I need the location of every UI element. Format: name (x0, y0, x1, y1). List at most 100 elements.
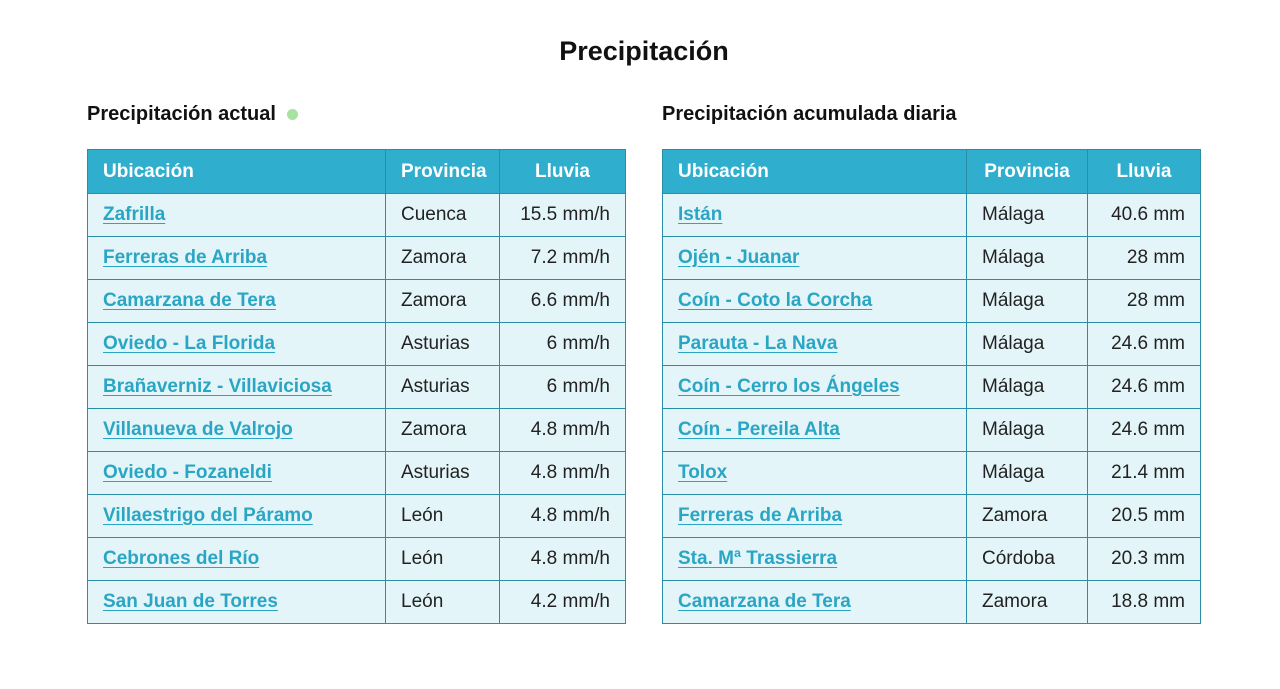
table-row: Oviedo - La Florida Asturias 6 mm/h (87, 322, 626, 366)
daily-precipitation-heading: Precipitación acumulada diaria (662, 100, 1200, 128)
location-link[interactable]: Zafrilla (103, 204, 166, 225)
table-row: Camarzana de Tera Zamora 18.8 mm (662, 580, 1201, 624)
rain-cell: 24.6 mm (1087, 408, 1201, 452)
rain-cell: 24.6 mm (1087, 365, 1201, 409)
table-row: Camarzana de Tera Zamora 6.6 mm/h (87, 279, 626, 323)
green-dot-icon (286, 108, 298, 120)
province-cell: Málaga (966, 322, 1088, 366)
rain-cell: 15.5 mm/h (499, 193, 626, 237)
table-row: Parauta - La Nava Málaga 24.6 mm (662, 322, 1201, 366)
location-link[interactable]: Sta. Mª Trassierra (678, 548, 838, 569)
location-link[interactable]: Ojén - Juanar (678, 247, 800, 268)
location-cell: Parauta - La Nava (662, 322, 967, 366)
location-link[interactable]: Ferreras de Arriba (678, 505, 843, 526)
location-link[interactable]: Parauta - La Nava (678, 333, 838, 354)
province-cell: Zamora (385, 236, 500, 280)
table-row: Brañaverniz - Villaviciosa Asturias 6 mm/h (87, 365, 626, 409)
table-row: San Juan de Torres León 4.2 mm/h (87, 580, 626, 624)
table-row: Ferreras de Arriba Zamora 20.5 mm (662, 494, 1201, 538)
table-row: Ojén - Juanar Málaga 28 mm (662, 236, 1201, 280)
current-precipitation-title: Precipitación actual (87, 103, 276, 125)
rain-cell: 21.4 mm (1087, 451, 1201, 495)
current-precipitation-heading: Precipitación actual (87, 100, 625, 128)
rain-cell: 24.6 mm (1087, 322, 1201, 366)
location-link[interactable]: Oviedo - Fozaneldi (103, 462, 272, 483)
province-cell: Córdoba (966, 537, 1088, 581)
rain-cell: 4.2 mm/h (499, 580, 626, 624)
location-link[interactable]: Oviedo - La Florida (103, 333, 276, 354)
table-row: Villanueva de Valrojo Zamora 4.8 mm/h (87, 408, 626, 452)
province-cell: Zamora (966, 494, 1088, 538)
table-row: Villaestrigo del Páramo León 4.8 mm/h (87, 494, 626, 538)
location-cell: Villaestrigo del Páramo (87, 494, 386, 538)
province-cell: Málaga (966, 365, 1088, 409)
rain-cell: 4.8 mm/h (499, 537, 626, 581)
location-cell: Oviedo - La Florida (87, 322, 386, 366)
location-link[interactable]: San Juan de Torres (103, 591, 278, 612)
province-cell: Málaga (966, 193, 1088, 237)
rain-cell: 4.8 mm/h (499, 451, 626, 495)
location-link[interactable]: Brañaverniz - Villaviciosa (103, 376, 332, 397)
province-cell: León (385, 580, 500, 624)
column-header-province: Provincia (966, 149, 1088, 194)
province-cell: Asturias (385, 451, 500, 495)
page-title: Precipitación (559, 36, 729, 66)
location-link[interactable]: Camarzana de Tera (103, 290, 276, 311)
location-link[interactable]: Coín - Cerro los Ángeles (678, 376, 900, 397)
location-cell: Cebrones del Río (87, 537, 386, 581)
table-row: Ferreras de Arriba Zamora 7.2 mm/h (87, 236, 626, 280)
location-cell: Camarzana de Tera (87, 279, 386, 323)
daily-table-body: Istán Málaga 40.6 mm Ojén - Juanar Málaga 28 … (662, 193, 1201, 624)
table-row: Istán Málaga 40.6 mm (662, 193, 1201, 237)
location-link[interactable]: Villaestrigo del Páramo (103, 505, 313, 526)
rain-cell: 4.8 mm/h (499, 408, 626, 452)
location-cell: Camarzana de Tera (662, 580, 967, 624)
location-cell: Villanueva de Valrojo (87, 408, 386, 452)
table-header-row: Ubicación Provincia Lluvia (87, 149, 626, 194)
location-cell: Brañaverniz - Villaviciosa (87, 365, 386, 409)
current-table-body: Zafrilla Cuenca 15.5 mm/h Ferreras de Arrib… (87, 193, 626, 624)
location-cell: Oviedo - Fozaneldi (87, 451, 386, 495)
location-cell: Coín - Coto la Corcha (662, 279, 967, 323)
daily-precipitation-title: Precipitación acumulada diaria (662, 103, 957, 125)
province-cell: León (385, 494, 500, 538)
location-link[interactable]: Camarzana de Tera (678, 591, 851, 612)
rain-cell: 6 mm/h (499, 322, 626, 366)
province-cell: Zamora (385, 279, 500, 323)
daily-precipitation-table: Ubicación Provincia Lluvia Istán Málaga 40… (662, 149, 1201, 624)
location-cell: Ferreras de Arriba (87, 236, 386, 280)
table-row: Coín - Cerro los Ángeles Málaga 24.6 mm (662, 365, 1201, 409)
location-link[interactable]: Tolox (678, 462, 728, 483)
province-cell: Málaga (966, 279, 1088, 323)
current-precipitation-table: Ubicación Provincia Lluvia Zafrilla Cuenc… (87, 149, 626, 624)
location-link[interactable]: Coín - Pereila Alta (678, 419, 840, 440)
location-cell: Zafrilla (87, 193, 386, 237)
table-row: Tolox Málaga 21.4 mm (662, 451, 1201, 495)
rain-cell: 28 mm (1087, 279, 1201, 323)
province-cell: Asturias (385, 322, 500, 366)
rain-cell: 18.8 mm (1087, 580, 1201, 624)
location-link[interactable]: Istán (678, 204, 723, 225)
rain-cell: 7.2 mm/h (499, 236, 626, 280)
location-link[interactable]: Cebrones del Río (103, 548, 260, 569)
location-link[interactable]: Villanueva de Valrojo (103, 419, 293, 440)
location-cell: Ojén - Juanar (662, 236, 967, 280)
column-header-province: Provincia (385, 149, 500, 194)
province-cell: León (385, 537, 500, 581)
column-header-rain: Lluvia (499, 149, 626, 194)
column-header-rain: Lluvia (1087, 149, 1201, 194)
rain-cell: 40.6 mm (1087, 193, 1201, 237)
location-link[interactable]: Ferreras de Arriba (103, 247, 268, 268)
table-row: Sta. Mª Trassierra Córdoba 20.3 mm (662, 537, 1201, 581)
location-cell: Ferreras de Arriba (662, 494, 967, 538)
daily-precipitation-section: Precipitación acumulada diaria Ubicación… (662, 100, 1201, 624)
table-row: Oviedo - Fozaneldi Asturias 4.8 mm/h (87, 451, 626, 495)
province-cell: Cuenca (385, 193, 500, 237)
province-cell: Málaga (966, 236, 1088, 280)
current-precipitation-section: Precipitación actual Ubicación Provincia… (87, 100, 626, 624)
location-cell: Tolox (662, 451, 967, 495)
rain-cell: 6.6 mm/h (499, 279, 626, 323)
column-header-location: Ubicación (662, 149, 967, 194)
location-link[interactable]: Coín - Coto la Corcha (678, 290, 873, 311)
location-cell: Sta. Mª Trassierra (662, 537, 967, 581)
